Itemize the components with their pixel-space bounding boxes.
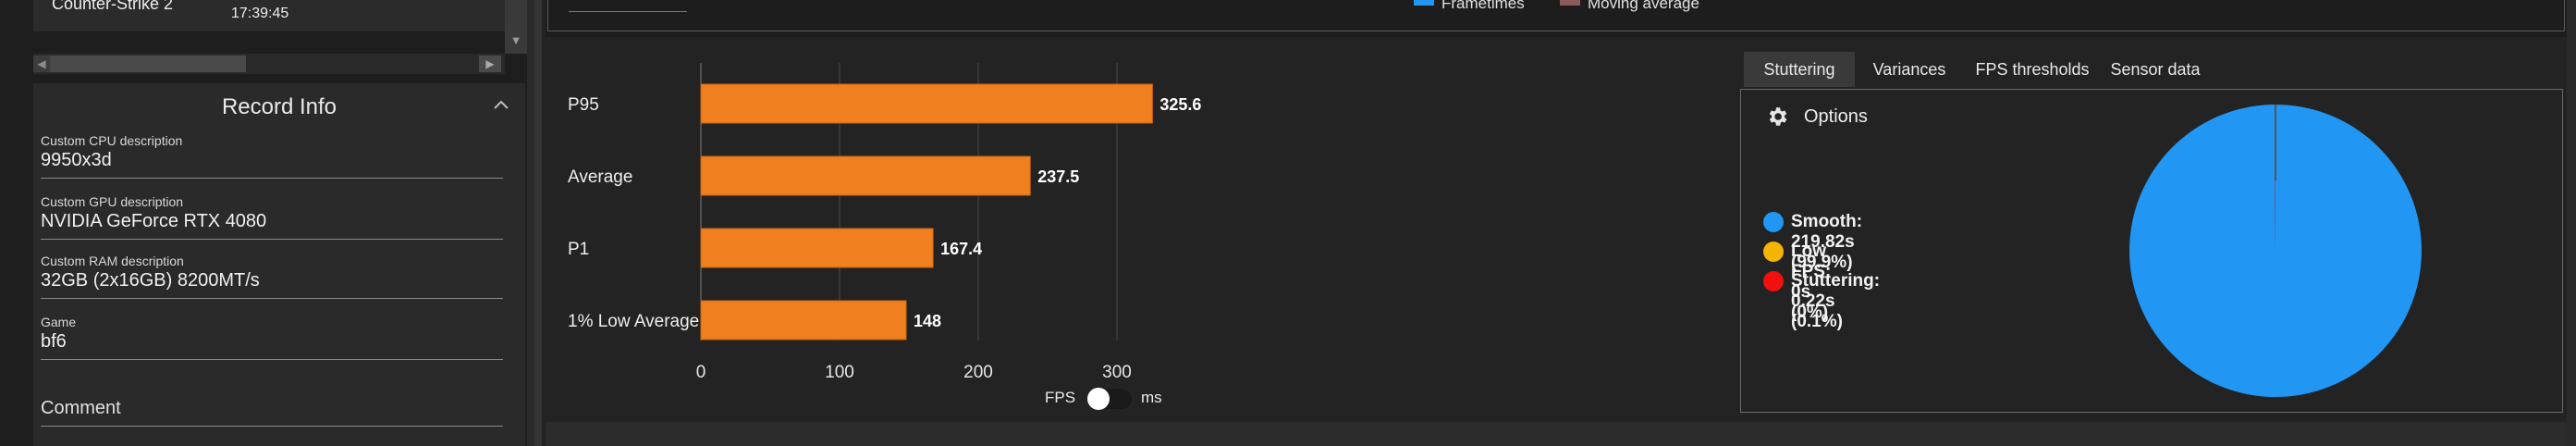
sidebar-scroll-track (527, 0, 534, 446)
bar (700, 300, 907, 341)
cpu-description-value[interactable]: 9950x3d (41, 150, 112, 170)
game-value[interactable]: bf6 (41, 331, 67, 352)
gpu-description-value[interactable]: NVIDIA GeForce RTX 4080 (41, 211, 267, 231)
record-info-panel: Record Info Custom CPU description 9950x… (33, 83, 525, 446)
low-fps-legend-label: Low FPS: 0s (0%) (1791, 242, 1832, 322)
stuttering-dot (1763, 271, 1784, 291)
ram-description-value[interactable]: 32GB (2x16GB) 8200MT/s (41, 270, 260, 291)
x-tick-label: 0 (696, 363, 706, 379)
x-tick-label: 300 (1102, 363, 1132, 379)
field-underline (41, 359, 503, 360)
frametime-chart-frame: Frametimes Moving average (547, 0, 2565, 31)
record-info-title: Record Info (221, 94, 337, 119)
cpu-description-field[interactable]: Custom CPU description 9950x3d (41, 133, 503, 191)
comment-field[interactable]: Comment (41, 385, 503, 442)
tab-variances[interactable]: Variances (1872, 60, 1946, 79)
record-info-header[interactable]: Record Info (33, 83, 525, 130)
scroll-left-icon[interactable]: ◀ (33, 56, 50, 72)
tab-sensor-data[interactable]: Sensor data (2110, 60, 2201, 79)
bottom-toolbar-strip (546, 422, 2567, 446)
field-underline (41, 426, 503, 427)
gear-icon[interactable] (1765, 105, 1789, 129)
session-list-row[interactable]: Counter-Strike 2 17:39:45 (33, 0, 505, 31)
tab-stuttering[interactable]: Stuttering (1744, 52, 1855, 87)
vertical-scrollbar[interactable]: ▼ (505, 0, 527, 54)
gpu-description-field[interactable]: Custom GPU description NVIDIA GeForce RT… (41, 194, 503, 252)
field-underline (41, 239, 503, 240)
horizontal-scrollbar[interactable]: ◀ ▶ (33, 54, 505, 74)
frametimes-legend-label: Frametimes (1441, 0, 1525, 12)
bar-chart-svg: 0 100 200 300 P95 325.6 Average 237.5 P1 167.4 1% … (568, 63, 1201, 379)
ram-description-label: Custom RAM description (41, 254, 184, 268)
moving-average-legend-swatch (1560, 0, 1580, 6)
session-time: 17:39:45 (231, 6, 289, 21)
category-label: P95 (568, 95, 599, 115)
bar (700, 228, 934, 268)
field-underline (41, 178, 503, 179)
options-label[interactable]: Options (1804, 106, 1868, 127)
axis-line (569, 11, 687, 12)
x-tick-label: 200 (963, 363, 993, 379)
smooth-legend-label: Smooth: 219.82s (99.9%) (1791, 212, 1863, 272)
stuttering-legend-label: Stuttering: 0.22s (0.1%) (1791, 271, 1881, 331)
stuttering-panel: Options Smooth: 219.82s (99.9%) Low FPS:… (1740, 89, 2563, 413)
x-tick-label: 100 (825, 363, 854, 379)
moving-average-legend-label: Moving average (1588, 0, 1699, 12)
unit-toggle[interactable]: FPS ms (1045, 385, 1248, 413)
frametime-chart-strip: Frametimes Moving average (546, 0, 2567, 37)
category-label: Average (568, 167, 632, 187)
cpu-description-label: Custom CPU description (41, 133, 183, 148)
smooth-dot (1763, 212, 1784, 232)
category-label: P1 (568, 240, 589, 259)
bar (700, 83, 1153, 124)
value-label: 148 (914, 312, 941, 330)
frametimes-legend-swatch (1414, 0, 1434, 6)
toggle-switch[interactable] (1087, 388, 1132, 410)
toggle-ms-label: ms (1141, 389, 1162, 406)
toggle-knob[interactable] (1087, 388, 1110, 410)
right-scrollbar-track (2567, 0, 2576, 446)
panel-divider[interactable] (534, 0, 542, 446)
game-label: Game (41, 315, 77, 329)
fps-bar-chart: 0 100 200 300 P95 325.6 Average 237.5 P1 167.4 1% … (546, 46, 1729, 416)
stuttering-pie-chart (2129, 105, 2422, 397)
scroll-down-icon[interactable]: ▼ (509, 33, 522, 47)
gpu-description-label: Custom GPU description (41, 194, 184, 209)
bar (700, 155, 1031, 196)
scroll-right-icon[interactable]: ▶ (479, 56, 501, 72)
toggle-fps-label: FPS (1045, 389, 1076, 406)
scrollbar-thumb[interactable] (50, 56, 246, 72)
session-game-name: Counter-Strike 2 (52, 0, 174, 13)
ram-description-field[interactable]: Custom RAM description 32GB (2x16GB) 820… (41, 254, 503, 311)
low-fps-dot (1763, 242, 1784, 262)
analysis-panel: Stuttering Variances FPS thresholds Sens… (1738, 52, 2567, 413)
value-label: 325.6 (1159, 95, 1201, 114)
left-panel: Counter-Strike 2 17:39:45 ▼ ◀ ▶ Record I… (0, 0, 534, 446)
game-field[interactable]: Game bf6 (41, 315, 503, 372)
value-label: 237.5 (1037, 167, 1079, 186)
chevron-up-icon[interactable] (490, 94, 512, 117)
value-label: 167.4 (940, 240, 982, 258)
field-underline (41, 298, 503, 299)
comment-input[interactable]: Comment (41, 398, 121, 418)
tab-fps-thresholds[interactable]: FPS thresholds (1975, 60, 2090, 79)
category-label: 1% Low Average (568, 312, 699, 331)
